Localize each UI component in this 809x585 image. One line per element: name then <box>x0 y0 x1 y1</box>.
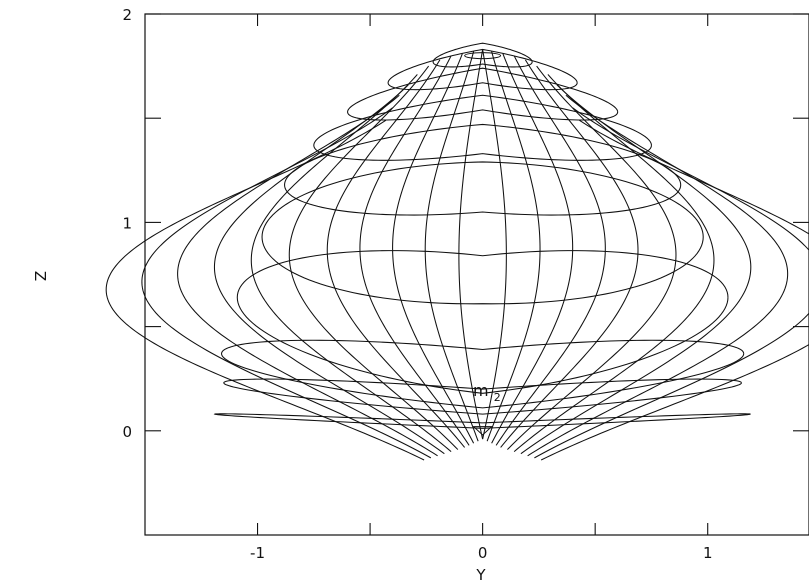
latitude-curve <box>223 378 742 415</box>
y-tick-label: 2 <box>122 6 132 24</box>
curve-layer <box>105 42 809 461</box>
meridian-curve-right <box>534 107 809 459</box>
top-cap-curve <box>464 52 502 60</box>
meridian-curve-left <box>141 107 432 459</box>
latitude-curve <box>432 42 533 68</box>
meridian-curve-right <box>491 53 574 444</box>
meridian-curve-left <box>326 59 466 448</box>
latitude-curve <box>387 48 578 91</box>
meridian-curve-left <box>177 94 438 457</box>
bottom-pinch-marker <box>472 426 493 436</box>
meridian-curve-right <box>507 65 677 450</box>
latitude-curve <box>261 161 704 305</box>
meridian-curve-right <box>486 51 541 442</box>
x-tick-label: 0 <box>478 544 488 562</box>
meridian-curve-left <box>359 55 470 446</box>
meridian-curve-left <box>105 119 425 461</box>
meridian-curve-right <box>527 94 789 457</box>
y-axis-label: Z <box>31 271 49 281</box>
meridian-curve-right <box>500 59 639 448</box>
meridian-curve-left <box>424 51 479 442</box>
meridian-curve-left <box>250 74 452 453</box>
meridian-curve-right <box>513 74 715 453</box>
meridian-curve-right <box>482 49 507 440</box>
latitude-curve <box>220 339 745 409</box>
meridian-curve-left <box>458 49 484 440</box>
x-tick-label: -1 <box>250 544 265 562</box>
meridian-curve-left <box>288 65 459 450</box>
latitude-curve <box>213 413 751 429</box>
meridian-curve-left <box>392 53 475 444</box>
x-axis-label: Y <box>475 566 486 584</box>
m2-annotation: m 2 <box>473 381 501 404</box>
y-tick-label: 0 <box>122 423 132 441</box>
axis-ticks <box>145 13 809 535</box>
latitude-curve <box>313 94 652 161</box>
m2-annotation-subscript: 2 <box>494 391 501 404</box>
x-tick-label: 1 <box>703 544 713 562</box>
tick-label-layer: -1 0 1 0 1 2 <box>122 6 712 562</box>
meridian-curve-right <box>495 55 606 446</box>
y-tick-label: 1 <box>122 214 132 232</box>
plot-frame <box>144 13 809 536</box>
latitude-curve <box>284 123 682 216</box>
latitude-curve <box>236 250 729 394</box>
m2-annotation-main: m <box>473 381 489 400</box>
meridian-curve-right <box>540 119 809 461</box>
